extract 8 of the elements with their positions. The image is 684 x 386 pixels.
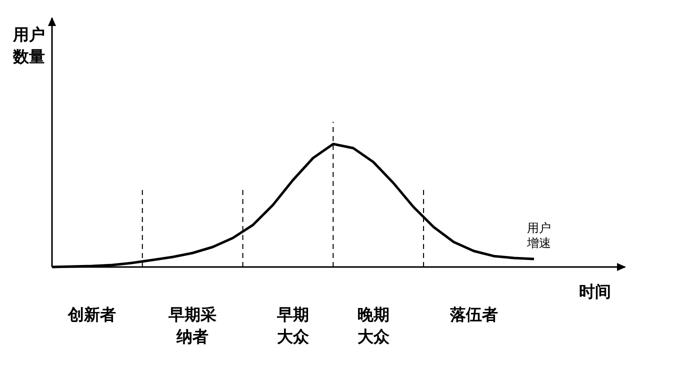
x-axis-title: 时间	[579, 282, 611, 301]
x-tick-label: 早期大众	[276, 305, 310, 346]
x-tick-label: 创新者	[67, 305, 116, 324]
x-tick-label: 晚期大众	[357, 305, 390, 346]
annotation: 用户增速	[526, 221, 551, 250]
x-tick-label: 早期采纳者	[168, 305, 217, 346]
x-tick-label: 落伍者	[448, 305, 498, 324]
y-axis-title: 用户数量	[12, 25, 45, 66]
